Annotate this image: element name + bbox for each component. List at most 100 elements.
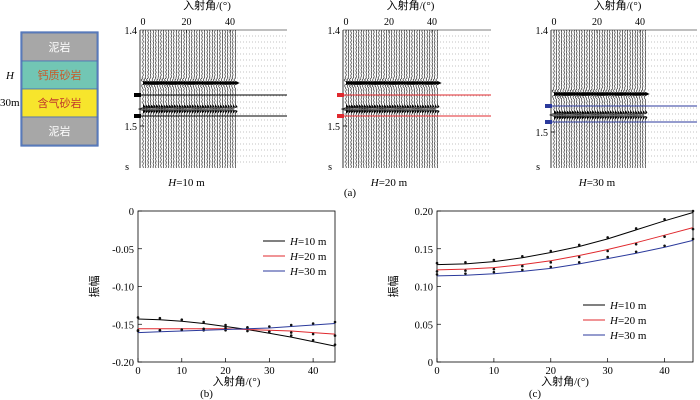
seismic-trace xyxy=(599,29,610,169)
series-line-0 xyxy=(137,318,336,347)
seismic-trace-fill xyxy=(437,71,442,95)
model-layer-1 xyxy=(21,60,98,90)
seismic-trace-fill xyxy=(230,71,235,95)
seismic-trace xyxy=(342,29,353,169)
seismic-trace xyxy=(428,29,437,169)
seismic-trace xyxy=(430,29,439,169)
seismic-trace-fill xyxy=(627,82,633,106)
gather-y-tick-top: 1.4 xyxy=(536,26,549,37)
model-layer-label-2: 含气砂岩 xyxy=(38,96,82,110)
interface-marker-top xyxy=(337,93,344,97)
x-tick-label: 30 xyxy=(602,366,613,377)
seismic-trace-fill xyxy=(417,71,422,95)
x-tick-label: 10 xyxy=(489,366,500,377)
seismic-trace-fill xyxy=(599,82,605,106)
seismic-trace-fill xyxy=(209,71,215,95)
series-point xyxy=(224,326,227,330)
y-tick-label: 0.05 xyxy=(415,320,433,331)
seismic-trace xyxy=(389,29,399,169)
legend-entry-value: =30 m xyxy=(618,330,647,342)
y-tick-label: 0.20 xyxy=(415,207,433,218)
seismic-trace xyxy=(635,29,645,169)
seismic-trace xyxy=(215,29,224,169)
series-point xyxy=(492,267,496,271)
series-point xyxy=(333,320,337,324)
series-point xyxy=(289,323,293,327)
series-point xyxy=(691,209,695,213)
seismic-trace-fill xyxy=(194,71,200,95)
seismic-trace xyxy=(402,29,411,169)
seismic-trace xyxy=(566,29,577,169)
seismic-trace-fill xyxy=(414,71,420,95)
series-point xyxy=(549,261,553,264)
seismic-trace-fill xyxy=(160,71,167,95)
legend-entry-0: H=10 m xyxy=(289,236,327,248)
seismic-trace-fill xyxy=(227,71,233,95)
series-point xyxy=(577,243,581,247)
x-tick-label: 20 xyxy=(220,366,231,377)
seismic-trace xyxy=(348,29,358,168)
seismic-trace-fill xyxy=(614,82,620,106)
seismic-trace-fill xyxy=(607,82,613,106)
legend-entry-value: =10 m xyxy=(618,300,647,312)
gather-y-tick-bottom: 1.5 xyxy=(125,122,138,133)
seismic-trace-fill xyxy=(199,71,205,95)
model-layer-label-1: 钙质砂岩 xyxy=(38,68,82,82)
series-line-1 xyxy=(436,227,694,271)
seismic-trace-fill xyxy=(619,82,625,106)
x-axis-label: 入射角/(°) xyxy=(213,374,261,388)
seismic-trace xyxy=(356,29,366,169)
seismic-trace-fill xyxy=(617,82,623,106)
seismic-trace-fill xyxy=(373,71,379,95)
interface-marker-bottom xyxy=(337,114,344,118)
seismic-trace xyxy=(592,29,601,169)
legend-entry-0: H=10 m xyxy=(609,300,647,312)
seismic-trace xyxy=(581,29,592,169)
legend-entry-h: H xyxy=(289,236,299,248)
seismic-trace xyxy=(187,29,197,169)
gather-caption: H=30 m xyxy=(578,177,616,189)
x-tick-label: 20 xyxy=(546,366,557,377)
gather-x-title: 入射角/(°) xyxy=(387,0,435,12)
series-point xyxy=(521,264,524,268)
interface-marker-bottom xyxy=(545,120,552,124)
seismic-trace xyxy=(210,29,219,169)
seismic-trace-fill xyxy=(630,82,635,106)
model-layer-label-3: 泥岩 xyxy=(49,124,71,138)
seismic-trace xyxy=(623,29,632,169)
y-tick-label: 0 xyxy=(129,207,134,218)
series-point xyxy=(549,265,553,269)
seismic-trace xyxy=(587,29,596,169)
legend-entry-h: H xyxy=(609,315,619,327)
seismic-trace-fill xyxy=(622,82,628,106)
seismic-trace xyxy=(174,29,184,169)
series-point xyxy=(521,255,524,258)
seismic-trace-fill xyxy=(592,82,597,106)
seismic-trace xyxy=(384,29,393,169)
seismic-trace xyxy=(137,29,148,169)
gather-x-tick-label: 0 xyxy=(344,17,349,28)
seismic-trace xyxy=(151,29,161,169)
seismic-trace-fill xyxy=(645,82,650,106)
series-point xyxy=(180,318,184,322)
gather-y-unit: s xyxy=(328,162,332,173)
series-point xyxy=(180,328,184,331)
seismic-trace xyxy=(414,29,424,169)
seismic-trace xyxy=(594,29,604,169)
gather-x-tick-label: 0 xyxy=(141,17,146,28)
legend-entry-h: H xyxy=(609,330,619,342)
panel-label-a: (a) xyxy=(344,187,357,199)
seismic-trace-fill xyxy=(586,82,592,106)
gather-panel-1: 入射角/(°) 0 20 40 1.4 1.5 s H=20 m xyxy=(328,0,491,189)
seismic-trace-fill xyxy=(604,82,610,106)
seismic-trace-fill xyxy=(391,71,397,95)
seismic-trace xyxy=(345,29,355,169)
seismic-trace xyxy=(569,29,579,169)
seismic-trace-fill xyxy=(404,71,410,95)
seismic-trace xyxy=(217,29,227,169)
seismic-trace xyxy=(169,29,179,169)
seismic-trace-fill xyxy=(581,82,587,106)
seismic-trace-fill xyxy=(166,71,172,95)
seismic-trace-fill xyxy=(189,71,195,95)
